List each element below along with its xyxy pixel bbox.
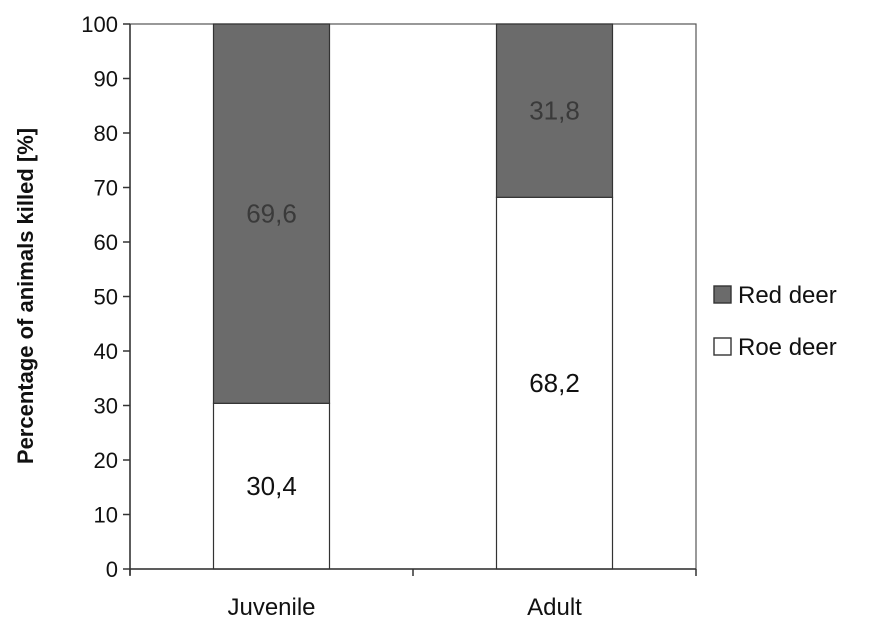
data-labels-layer: 30,4 69,6 68,2 31,8 — [246, 96, 580, 502]
y-tick-label: 0 — [106, 557, 118, 582]
legend: Red deer Roe deer — [713, 282, 837, 361]
bar-red-deer-juvenile — [212, 23, 331, 404]
bar-roe-deer-juvenile — [212, 402, 331, 570]
y-tick-label: 20 — [94, 448, 118, 473]
y-tick-label: 50 — [94, 285, 118, 310]
y-tick-label: 60 — [94, 230, 118, 255]
y-tick-label: 30 — [94, 394, 118, 419]
data-label-roe-deer-adult: 68,2 — [529, 368, 580, 398]
data-label-red-deer-juvenile: 69,6 — [246, 199, 297, 229]
y-tick-label: 90 — [94, 67, 118, 92]
axes-layer: Juvenile Adult 0 10 20 30 40 50 60 70 80 90 100 — [81, 12, 697, 619]
y-axis-title: Percentage of animals killed [%] — [13, 128, 38, 464]
y-tick-label: 40 — [94, 339, 118, 364]
y-tick-label: 70 — [94, 176, 118, 201]
legend-label-roe-deer: Roe deer — [738, 334, 837, 361]
x-tick-label-juvenile: Juvenile — [227, 594, 315, 619]
y-tick-label: 10 — [94, 503, 118, 528]
bar-roe-deer-adult — [495, 196, 614, 570]
data-label-red-deer-adult: 31,8 — [529, 96, 580, 126]
y-tick-label: 100 — [81, 12, 118, 37]
legend-swatch-red-deer — [713, 285, 732, 304]
legend-swatch-roe-deer — [713, 337, 732, 356]
y-tick-label: 80 — [94, 121, 118, 146]
data-label-roe-deer-juvenile: 30,4 — [246, 471, 297, 501]
x-tick-label-adult: Adult — [527, 594, 582, 619]
bars-layer — [212, 23, 614, 570]
bar-red-deer-adult — [495, 23, 614, 198]
legend-label-red-deer: Red deer — [738, 282, 837, 309]
